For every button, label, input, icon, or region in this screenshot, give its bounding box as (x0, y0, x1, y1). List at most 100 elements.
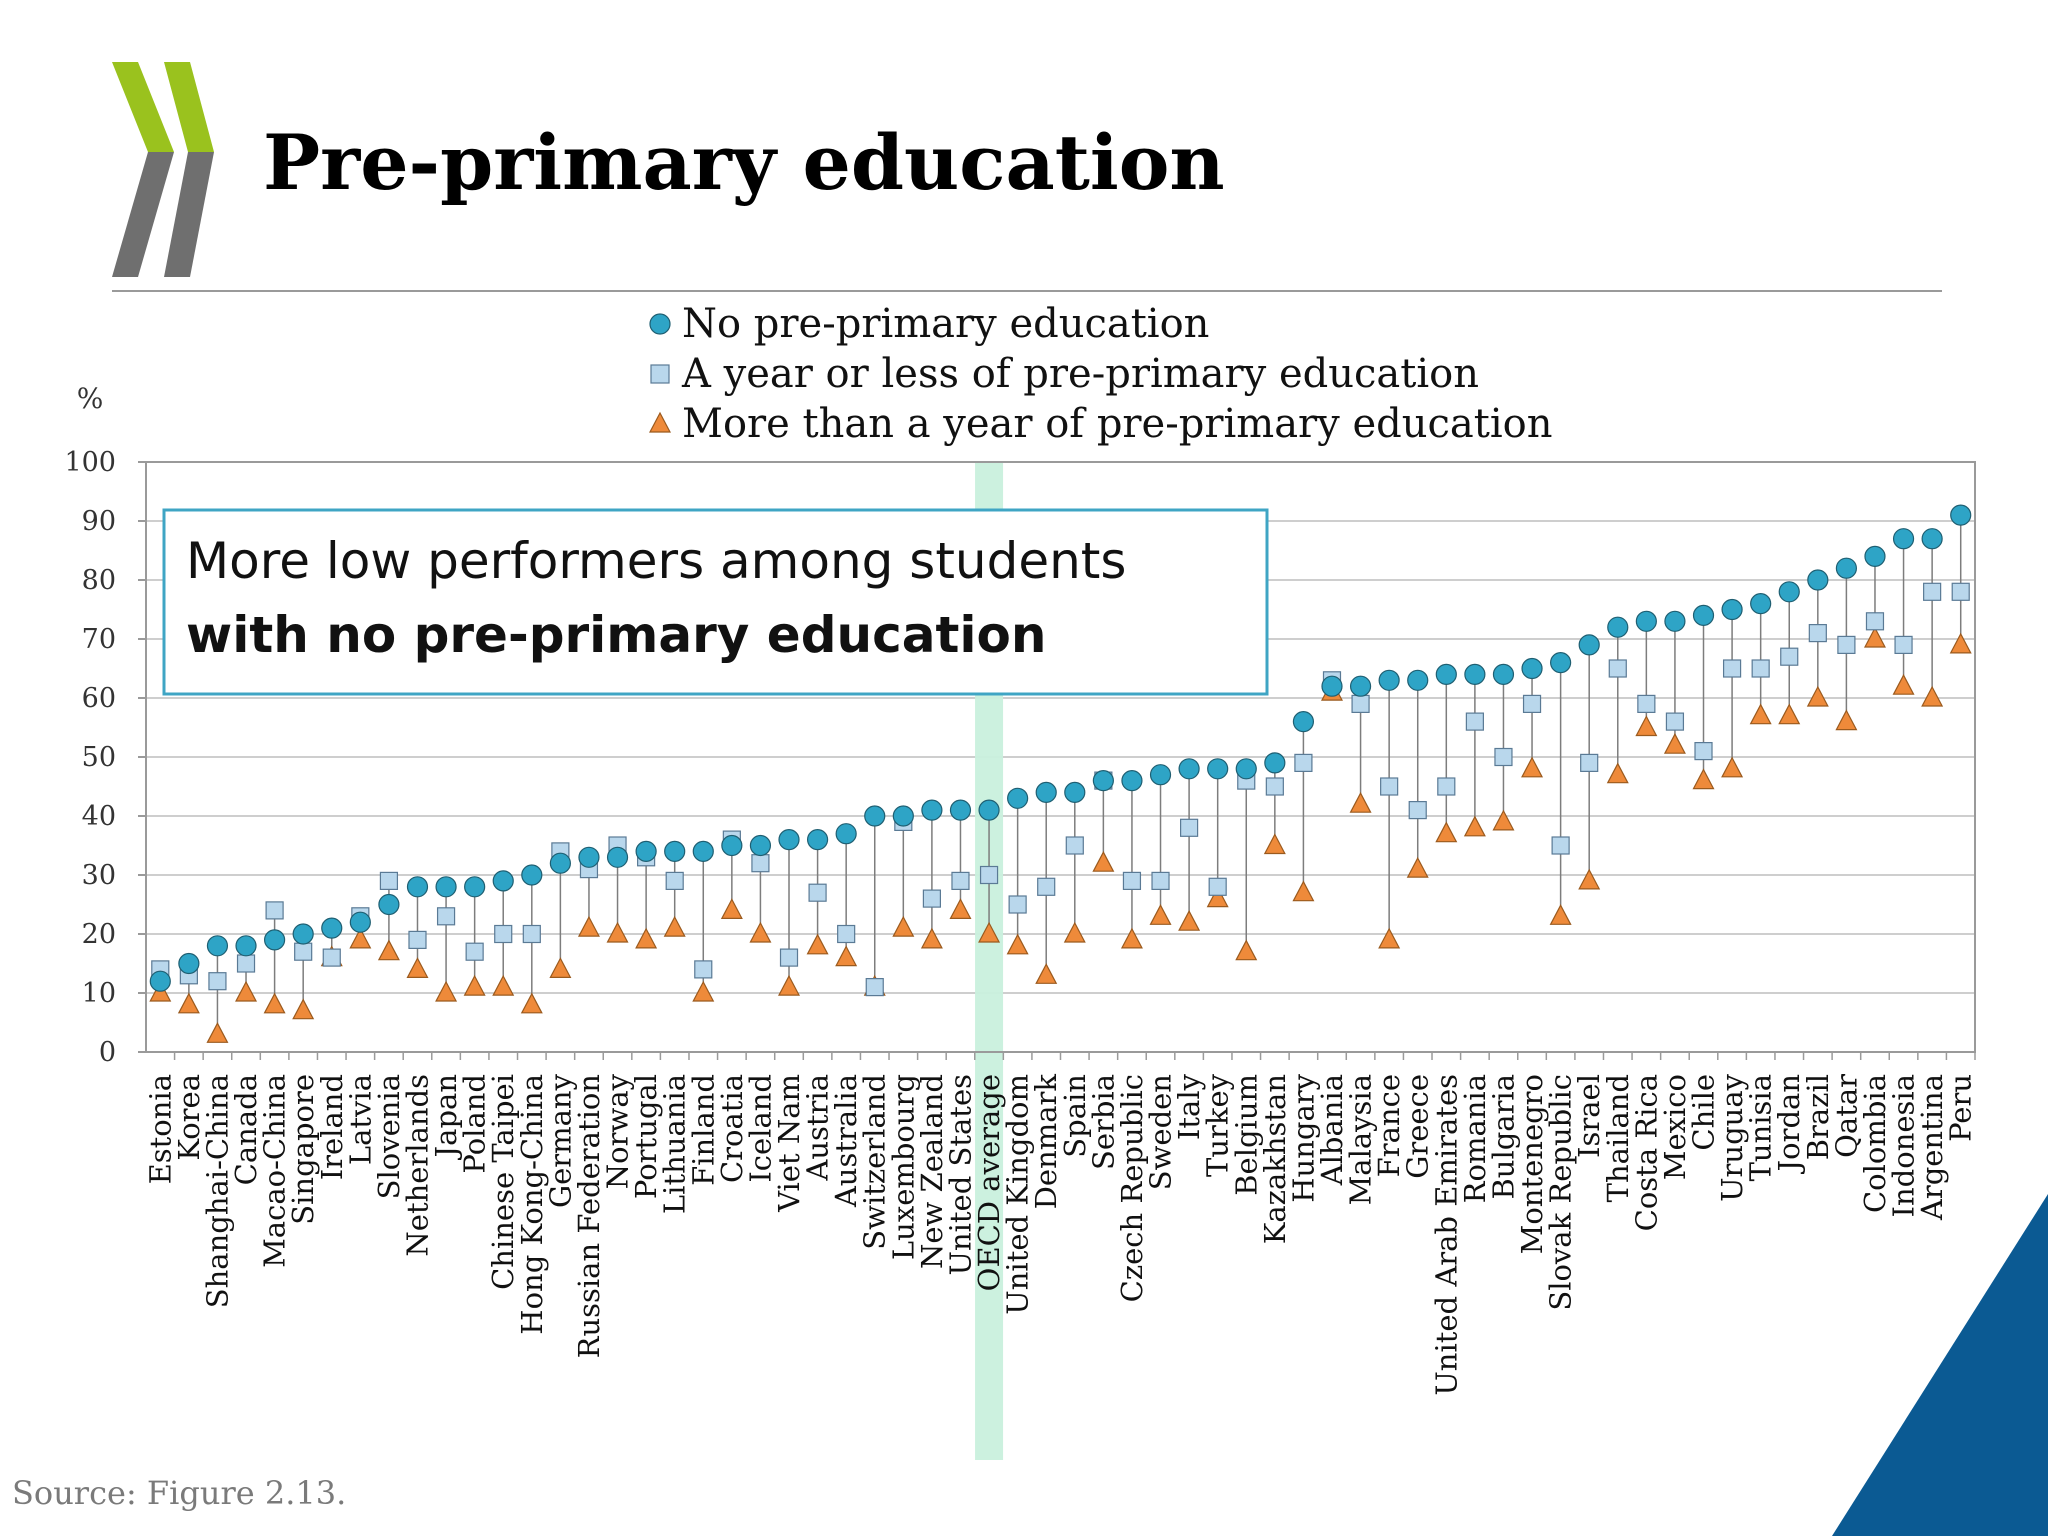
marker-more-than-year (835, 945, 858, 967)
marker-more-than-year (406, 957, 429, 979)
y-tick-label: 80 (82, 565, 116, 596)
marker-more-than-year (606, 921, 629, 943)
marker-more-than-year (549, 957, 572, 979)
x-category-label: Romania (1458, 1074, 1492, 1203)
marker-more-than-year (1578, 868, 1601, 890)
x-category-label: Slovak Republic (1544, 1074, 1578, 1311)
x-category-label: Colombia (1858, 1074, 1892, 1213)
marker-more-than-year (1292, 880, 1315, 902)
marker-no-pre-primary (1664, 610, 1686, 632)
marker-no-pre-primary (435, 876, 457, 898)
logo-green-chevron-left (112, 62, 174, 152)
marker-year-or-less (979, 865, 999, 885)
x-category-label: Estonia (143, 1074, 177, 1184)
marker-year-or-less (1494, 747, 1513, 767)
x-category-label: Spain (1058, 1074, 1092, 1158)
x-category-label: Japan (429, 1074, 463, 1160)
x-category-label: Latvia (343, 1074, 377, 1165)
y-tick-label: 60 (82, 683, 116, 714)
marker-no-pre-primary (1521, 657, 1543, 680)
marker-no-pre-primary (1635, 610, 1657, 632)
legend-label: A year or less of pre-primary education (681, 351, 1479, 397)
marker-no-pre-primary (1892, 528, 1915, 550)
y-tick-label: 70 (82, 624, 116, 655)
marker-more-than-year (892, 915, 915, 937)
y-tick-label: 10 (82, 978, 116, 1009)
x-category-label: New Zealand (915, 1074, 949, 1269)
legend-label: No pre-primary education (682, 301, 1209, 347)
marker-no-pre-primary (1235, 758, 1257, 780)
marker-year-or-less (1065, 836, 1084, 855)
marker-no-pre-primary (1464, 663, 1486, 686)
marker-year-or-less (1437, 777, 1456, 796)
x-category-label: Malaysia (1344, 1074, 1378, 1205)
marker-no-pre-primary (1121, 769, 1143, 792)
marker-more-than-year (235, 980, 258, 1002)
marker-year-or-less (1665, 712, 1685, 731)
marker-no-pre-primary (1778, 581, 1800, 603)
marker-no-pre-primary (378, 893, 400, 916)
marker-no-pre-primary (721, 834, 743, 857)
x-category-label: Turkey (1201, 1073, 1235, 1177)
marker-year-or-less (1894, 635, 1913, 655)
marker-more-than-year (1921, 685, 1944, 707)
y-tick-label: 0 (99, 1037, 116, 1068)
marker-no-pre-primary (1264, 752, 1286, 774)
x-category-label: Slovenia (372, 1074, 406, 1199)
marker-no-pre-primary (1349, 675, 1372, 697)
marker-no-pre-primary (1807, 569, 1829, 591)
marker-year-or-less (1780, 647, 1799, 666)
marker-more-than-year (920, 927, 943, 949)
x-category-label: Mexico (1658, 1074, 1692, 1180)
marker-year-or-less (1180, 818, 1199, 837)
marker-no-pre-primary (1607, 616, 1629, 638)
marker-year-or-less (1951, 582, 1970, 601)
marker-more-than-year (1749, 703, 1772, 725)
x-category-label: Denmark (1029, 1074, 1063, 1210)
marker-more-than-year (1949, 632, 1972, 654)
x-category-label: United Arab Emirates (1429, 1074, 1463, 1396)
marker-more-than-year (949, 898, 972, 920)
x-category-label: Russian Federation (572, 1074, 606, 1358)
marker-year-or-less (1265, 777, 1284, 796)
x-category-label: Serbia (1086, 1074, 1120, 1170)
marker-year-or-less (436, 907, 456, 926)
marker-more-than-year (1549, 904, 1572, 925)
marker-no-pre-primary (406, 876, 429, 898)
marker-more-than-year (1006, 933, 1029, 955)
x-category-label: Portugal (629, 1074, 663, 1199)
marker-no-pre-primary (1692, 604, 1715, 627)
marker-more-than-year (492, 974, 515, 996)
marker-more-than-year (1120, 927, 1143, 949)
y-tick-label: 50 (82, 742, 116, 773)
marker-more-than-year (1806, 685, 1829, 707)
marker-year-or-less (1351, 694, 1370, 714)
marker-no-pre-primary (1550, 651, 1572, 674)
marker-no-pre-primary (892, 805, 914, 827)
x-category-label: Austria (801, 1074, 835, 1182)
annotation-line-1: More low performers among students (186, 532, 1126, 590)
marker-year-or-less (694, 960, 713, 979)
marker-more-than-year (635, 927, 658, 949)
marker-no-pre-primary (921, 799, 943, 821)
chart-axes (138, 461, 1976, 1060)
marker-more-than-year (1521, 756, 1544, 778)
x-category-label: Finland (686, 1074, 720, 1186)
marker-year-or-less (665, 871, 684, 891)
marker-no-pre-primary (321, 917, 343, 939)
x-category-label: Chinese Taipei (486, 1074, 520, 1290)
x-category-label: Norway (601, 1073, 635, 1189)
marker-no-pre-primary (1950, 504, 1972, 526)
marker-more-than-year (1863, 626, 1886, 648)
marker-no-pre-primary (778, 828, 800, 851)
x-category-label: Indonesia (1887, 1074, 1921, 1217)
marker-more-than-year (206, 1022, 229, 1043)
marker-more-than-year (1263, 833, 1286, 855)
x-category-label: OECD average (972, 1074, 1006, 1291)
marker-year-or-less (865, 977, 884, 997)
marker-year-or-less (951, 871, 970, 891)
x-category-label: Croatia (715, 1074, 749, 1183)
marker-no-pre-primary (1835, 557, 1857, 579)
